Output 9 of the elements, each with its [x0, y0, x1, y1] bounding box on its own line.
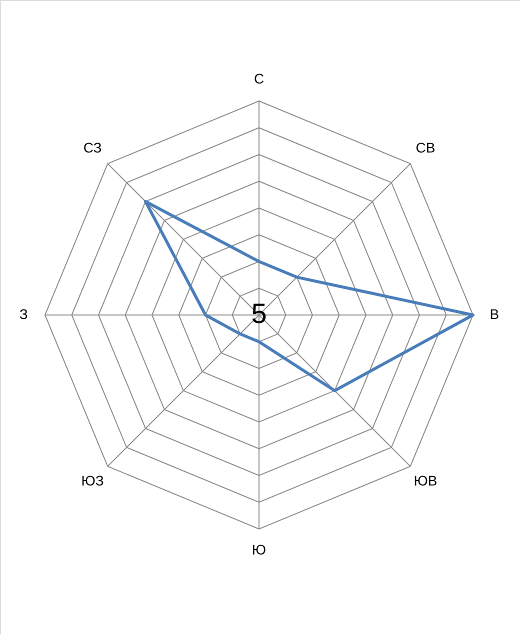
spoke-label: ЮВ — [414, 472, 438, 488]
text: 5 — [251, 298, 267, 329]
spoke-label: В — [490, 306, 500, 322]
spoke-label: СВ — [416, 140, 436, 156]
spoke-label: Ю — [252, 541, 266, 558]
spoke-label: ЮЗ — [81, 472, 104, 488]
spoke-label: С — [254, 70, 264, 87]
spoke-label: З — [19, 306, 28, 322]
spoke-label: СЗ — [83, 140, 102, 156]
